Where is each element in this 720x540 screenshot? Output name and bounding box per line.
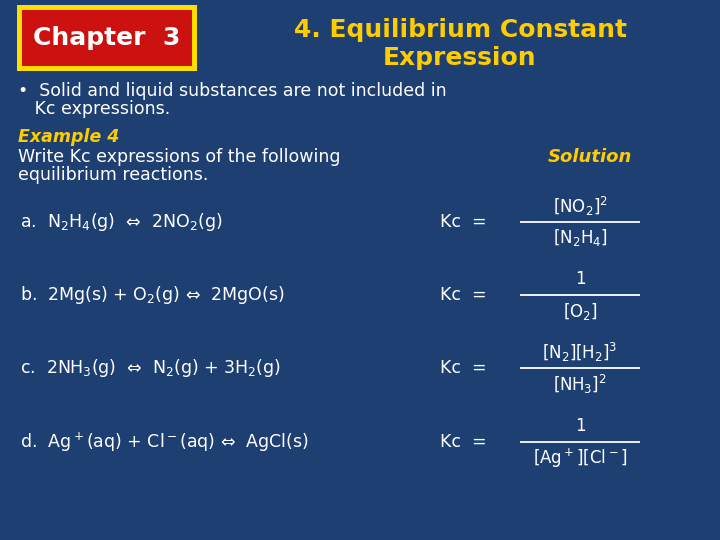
Text: [NO$_2$]$^2$: [NO$_2$]$^2$ [552,194,608,218]
Text: b.  2Mg(s) + O$_2$(g) ⇔  2MgO(s): b. 2Mg(s) + O$_2$(g) ⇔ 2MgO(s) [20,284,284,306]
Text: 4. Equilibrium Constant: 4. Equilibrium Constant [294,18,626,42]
Text: [N$_2$H$_4$]: [N$_2$H$_4$] [553,227,608,248]
Text: •  Solid and liquid substances are not included in: • Solid and liquid substances are not in… [18,82,446,100]
Text: [N$_2$][H$_2$]$^3$: [N$_2$][H$_2$]$^3$ [542,340,618,363]
Text: 1: 1 [575,270,585,288]
Text: [Ag$^+$][Cl$^-$]: [Ag$^+$][Cl$^-$] [533,447,627,470]
Text: 1: 1 [575,417,585,435]
Text: Kc  =: Kc = [440,359,487,377]
Text: equilibrium reactions.: equilibrium reactions. [18,166,208,184]
Text: c.  2NH$_3$(g)  ⇔  N$_2$(g) + 3H$_2$(g): c. 2NH$_3$(g) ⇔ N$_2$(g) + 3H$_2$(g) [20,357,281,379]
Text: a.  N$_2$H$_4$(g)  ⇔  2NO$_2$(g): a. N$_2$H$_4$(g) ⇔ 2NO$_2$(g) [20,211,222,233]
Text: Expression: Expression [383,46,537,70]
Text: d.  Ag$^+$(aq) + Cl$^-$(aq) ⇔  AgCl(s): d. Ag$^+$(aq) + Cl$^-$(aq) ⇔ AgCl(s) [20,430,309,454]
Text: Example 4: Example 4 [18,128,120,146]
Text: Chapter  3: Chapter 3 [33,26,181,50]
FancyBboxPatch shape [17,5,197,71]
Text: Kc  =: Kc = [440,433,487,451]
Text: [O$_2$]: [O$_2$] [562,300,598,321]
Text: Write Kc expressions of the following: Write Kc expressions of the following [18,148,341,166]
Text: Kc  =: Kc = [440,286,487,304]
Text: [NH$_3$]$^2$: [NH$_3$]$^2$ [553,373,607,395]
Text: Solution: Solution [548,148,632,166]
FancyBboxPatch shape [22,10,192,66]
Text: Kc  =: Kc = [440,213,487,231]
Text: Kc expressions.: Kc expressions. [18,100,170,118]
